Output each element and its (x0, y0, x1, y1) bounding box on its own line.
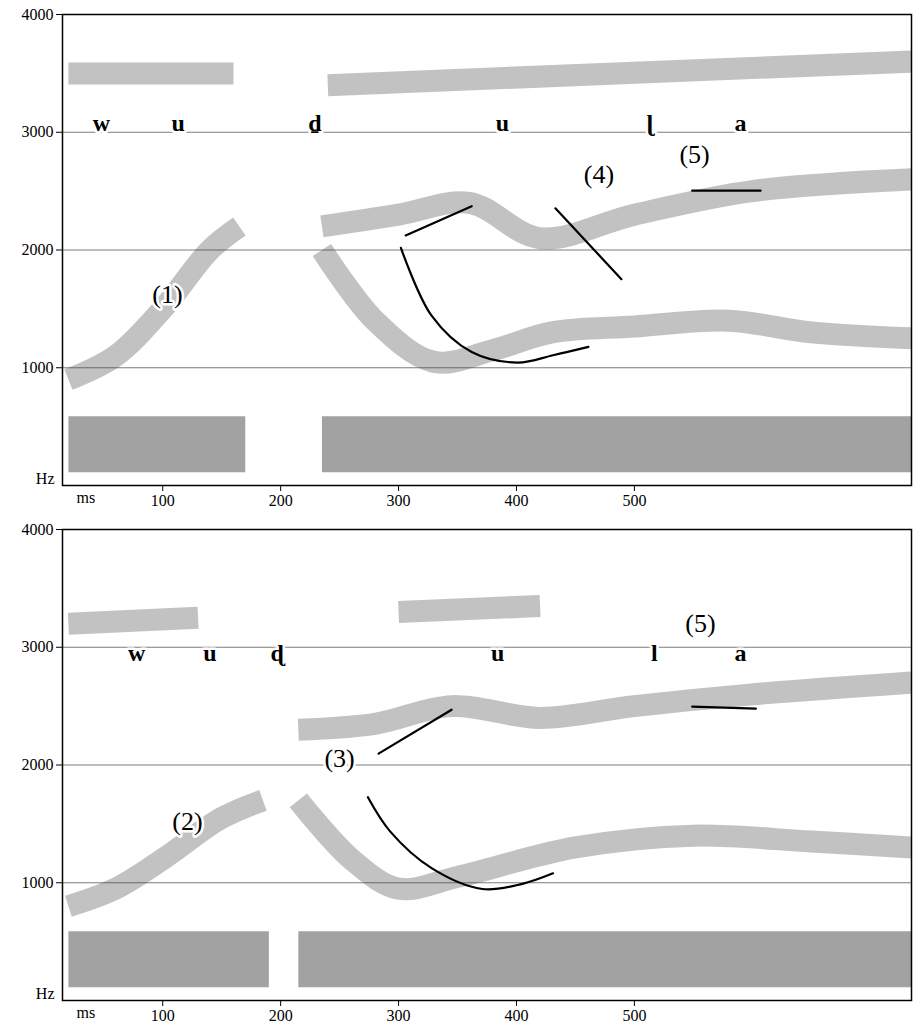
svg-text:3000: 3000 (22, 123, 54, 140)
svg-text:500: 500 (622, 1007, 646, 1024)
svg-text:100: 100 (151, 1007, 175, 1024)
svg-text:300: 300 (387, 492, 411, 509)
svg-text:200: 200 (269, 492, 293, 509)
svg-text:300: 300 (387, 1007, 411, 1024)
svg-text:d̠: d̠ (308, 110, 322, 136)
svg-text:2000: 2000 (22, 756, 54, 773)
svg-text:w: w (128, 640, 146, 666)
svg-text:(2): (2) (172, 807, 202, 836)
svg-text:u: u (491, 640, 504, 666)
svg-text:(4): (4) (584, 160, 614, 189)
svg-text:1000: 1000 (22, 874, 54, 891)
svg-text:Hz: Hz (36, 985, 55, 1002)
svg-text:200: 200 (269, 1007, 293, 1024)
svg-text:a: a (735, 640, 747, 666)
svg-text:l: l (651, 640, 658, 666)
svg-text:(5): (5) (685, 609, 715, 638)
svg-text:4000: 4000 (22, 6, 54, 23)
svg-text:(3): (3) (324, 744, 354, 773)
svg-text:100: 100 (151, 492, 175, 509)
svg-text:(1): (1) (152, 280, 182, 309)
svg-text:(5): (5) (679, 140, 709, 169)
svg-text:ɖ: ɖ (270, 640, 285, 666)
svg-text:ms: ms (77, 1004, 96, 1021)
svg-text:400: 400 (504, 492, 528, 509)
svg-text:u: u (171, 110, 184, 136)
svg-text:ms: ms (77, 489, 96, 506)
svg-text:500: 500 (622, 492, 646, 509)
svg-text:a: a (735, 110, 747, 136)
svg-text:3000: 3000 (22, 638, 54, 655)
svg-text:u: u (496, 110, 509, 136)
svg-text:4000: 4000 (22, 521, 54, 538)
svg-text:ɭ: ɭ (646, 110, 655, 136)
svg-text:2000: 2000 (22, 241, 54, 258)
svg-text:Hz: Hz (36, 470, 55, 487)
svg-text:400: 400 (504, 1007, 528, 1024)
svg-text:u: u (203, 640, 216, 666)
svg-text:w: w (93, 110, 111, 136)
svg-text:1000: 1000 (22, 359, 54, 376)
